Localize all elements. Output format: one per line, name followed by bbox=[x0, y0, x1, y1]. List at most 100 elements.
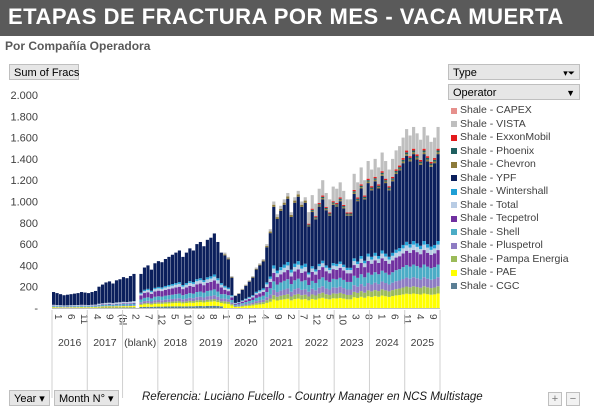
legend-item[interactable]: Shale - CGC bbox=[448, 280, 580, 294]
bar-segment bbox=[356, 267, 360, 278]
bar-segment bbox=[261, 299, 265, 303]
bar-segment bbox=[422, 126, 426, 149]
bar-segment bbox=[373, 176, 377, 179]
legend-item[interactable]: Shale - VISTA bbox=[448, 118, 580, 132]
x-tick-label: 3 bbox=[349, 314, 360, 320]
bar-segment bbox=[195, 284, 199, 293]
bar-segment bbox=[394, 170, 398, 173]
bar-segment bbox=[331, 269, 335, 279]
bar-segment bbox=[156, 286, 161, 289]
legend-item[interactable]: Shale - CAPEX bbox=[448, 104, 580, 118]
legend-item[interactable]: Shale - Phoenix bbox=[448, 145, 580, 159]
bar-segment bbox=[184, 284, 188, 288]
bar-segment bbox=[223, 287, 227, 290]
bar-segment bbox=[412, 286, 416, 294]
bar-segment bbox=[345, 199, 349, 213]
bar-segment bbox=[139, 295, 143, 300]
bar-segment bbox=[55, 307, 59, 308]
bar-segment bbox=[377, 185, 381, 188]
bar-segment bbox=[405, 277, 409, 287]
bar-segment bbox=[90, 304, 94, 306]
bar-segment bbox=[300, 272, 304, 282]
sum-of-fracs-button[interactable]: Sum of Fracs bbox=[9, 64, 79, 80]
bar-segment bbox=[387, 256, 391, 260]
bar-segment bbox=[307, 277, 311, 285]
x-tick-label: 5 bbox=[168, 314, 179, 320]
legend-label: Shale - ExxonMobil bbox=[460, 131, 551, 143]
bar-segment bbox=[429, 141, 433, 162]
bar-segment bbox=[314, 282, 318, 291]
bar-segment bbox=[170, 254, 174, 285]
bar-segment bbox=[370, 263, 374, 275]
filter-icon: ▾⏷ bbox=[563, 68, 575, 78]
type-filter-button[interactable]: Type ▾⏷ bbox=[448, 64, 580, 80]
legend-item[interactable]: Shale - Pluspetrol bbox=[448, 239, 580, 253]
month-label: Month N° bbox=[59, 393, 105, 405]
bar-segment bbox=[293, 271, 297, 281]
legend-item[interactable]: Shale - Shell bbox=[448, 226, 580, 240]
legend-item[interactable]: Shale - ExxonMobil bbox=[448, 131, 580, 145]
bar-segment bbox=[160, 306, 164, 308]
operator-filter-button[interactable]: Operator ▼ bbox=[448, 84, 580, 100]
bar-segment bbox=[62, 306, 66, 307]
bar-segment bbox=[65, 305, 70, 307]
bar-segment bbox=[128, 305, 133, 307]
legend-item[interactable]: Shale - Total bbox=[448, 199, 580, 213]
bar-segment bbox=[202, 302, 206, 307]
x-tick-label: 8 bbox=[207, 314, 218, 320]
bar-segment bbox=[307, 285, 311, 292]
bar-segment bbox=[149, 303, 154, 305]
bar-segment bbox=[296, 194, 300, 197]
bar-segment bbox=[216, 302, 220, 307]
bar-segment bbox=[90, 305, 94, 307]
bar-segment bbox=[156, 306, 161, 308]
bar-segment bbox=[191, 302, 195, 307]
bar-segment bbox=[426, 266, 430, 279]
bar-segment bbox=[356, 261, 360, 265]
legend-item[interactable]: Shale - YPF bbox=[448, 172, 580, 186]
legend-item[interactable]: Shale - Wintershall bbox=[448, 185, 580, 199]
bar-segment bbox=[370, 274, 374, 285]
bar-segment bbox=[363, 267, 367, 278]
bar-segment bbox=[391, 260, 395, 273]
legend-item[interactable]: Shale - Tecpetrol bbox=[448, 212, 580, 226]
month-field-button[interactable]: Month N° ▾ bbox=[54, 390, 119, 406]
bar-segment bbox=[300, 265, 304, 269]
bar-segment bbox=[352, 275, 356, 286]
bar-segment bbox=[429, 165, 433, 167]
legend-item[interactable]: Shale - Pampa Energia bbox=[448, 253, 580, 267]
bar-segment bbox=[254, 294, 258, 298]
bar-segment bbox=[426, 159, 430, 162]
bar-segment bbox=[331, 202, 335, 204]
legend-item[interactable]: Shale - PAE bbox=[448, 266, 580, 280]
bar-segment bbox=[314, 290, 318, 296]
bar-segment bbox=[370, 186, 374, 188]
bar-segment bbox=[149, 291, 154, 294]
bar-segment bbox=[279, 270, 283, 275]
year-field-button[interactable]: Year ▾ bbox=[9, 390, 50, 406]
collapse-button[interactable]: − bbox=[566, 392, 580, 406]
legend-item[interactable]: Shale - Chevron bbox=[448, 158, 580, 172]
bar-segment bbox=[310, 288, 314, 295]
bar-segment bbox=[408, 278, 412, 288]
bar-segment bbox=[230, 277, 234, 278]
x-tick-label: 4 bbox=[259, 314, 270, 320]
bar-segment bbox=[289, 296, 293, 301]
y-tick-label: 200 bbox=[20, 282, 38, 294]
bar-segment bbox=[128, 276, 133, 302]
bar-segment bbox=[233, 306, 237, 307]
bar-segment bbox=[195, 300, 199, 303]
bar-segment bbox=[191, 282, 195, 284]
bar-segment bbox=[398, 269, 402, 281]
bar-segment bbox=[300, 289, 304, 296]
bar-segment bbox=[163, 299, 168, 303]
bar-segment bbox=[433, 287, 437, 295]
bar-segment bbox=[279, 290, 283, 296]
expand-button[interactable]: + bbox=[548, 392, 562, 406]
bar-segment bbox=[174, 284, 178, 288]
bar-segment bbox=[202, 300, 206, 303]
bar-segment bbox=[289, 300, 293, 308]
bar-segment bbox=[384, 272, 388, 284]
reference-prefix: Referencia: Luciano Fucello bbox=[142, 391, 285, 403]
bar-segment bbox=[107, 302, 112, 305]
